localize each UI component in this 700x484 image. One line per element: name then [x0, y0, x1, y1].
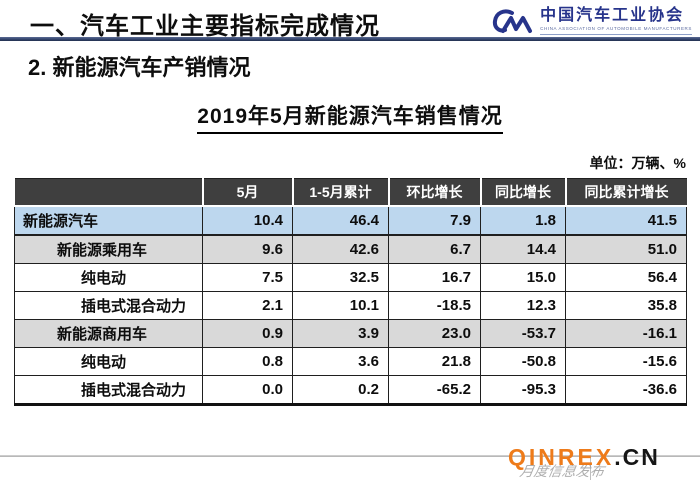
cell: 14.4 [480, 234, 566, 264]
cell: 32.5 [292, 263, 389, 292]
cell: -95.3 [480, 375, 566, 406]
cell: 0.8 [202, 347, 293, 376]
cell: 7.5 [202, 263, 293, 292]
nev-sales-table: 5月 1-5月累计 环比增长 同比增长 同比累计增长 新能源汽车 10.4 46… [14, 178, 687, 406]
caam-logo: 中国汽车工业协会 CHINA ASSOCIATION OF AUTOMOBILE… [492, 8, 692, 36]
cell: 1.8 [480, 205, 566, 236]
cell: 35.8 [565, 291, 687, 320]
cell: -53.7 [480, 319, 566, 348]
cell: 10.4 [202, 205, 293, 236]
table-title: 2019年5月新能源汽车销售情况 [197, 100, 503, 134]
table-row: 纯电动 7.5 32.5 16.7 15.0 56.4 [14, 263, 687, 292]
table-row: 纯电动 0.8 3.6 21.8 -50.8 -15.6 [14, 347, 687, 376]
cell: 6.7 [388, 234, 481, 264]
row-label: 插电式混合动力 [14, 375, 203, 406]
row-label: 纯电动 [14, 347, 203, 376]
cell: 15.0 [480, 263, 566, 292]
table-title-wrap: 2019年5月新能源汽车销售情况 [0, 100, 700, 134]
watermark-dark-text: .CN [614, 444, 660, 470]
table-row: 新能源汽车 10.4 46.4 7.9 1.8 41.5 [14, 205, 687, 236]
cell: 21.8 [388, 347, 481, 376]
table-row: 新能源商用车 0.9 3.9 23.0 -53.7 -16.1 [14, 319, 687, 348]
cell: 9.6 [202, 234, 293, 264]
row-label: 插电式混合动力 [14, 291, 203, 320]
cell: 42.6 [292, 234, 389, 264]
caam-cm-icon [493, 9, 533, 33]
qinrex-watermark: QINREX.CN [508, 444, 660, 471]
cell: 23.0 [388, 319, 481, 348]
cell: 41.5 [565, 205, 687, 236]
watermark-orange-text: QINREX [508, 444, 615, 470]
cell: 7.9 [388, 205, 481, 236]
col-header-mom-growth: 环比增长 [387, 178, 481, 207]
cell: -18.5 [388, 291, 481, 320]
cell: 10.1 [292, 291, 389, 320]
footer-tick [590, 456, 591, 480]
caam-name-en: CHINA ASSOCIATION OF AUTOMOBILE MANUFACT… [540, 26, 692, 35]
row-label: 新能源乘用车 [14, 234, 203, 264]
table-row: 插电式混合动力 2.1 10.1 -18.5 12.3 35.8 [14, 291, 687, 320]
cell: 3.9 [292, 319, 389, 348]
cell: 2.1 [202, 291, 293, 320]
col-header-blank [14, 178, 203, 207]
cell: -15.6 [565, 347, 687, 376]
footer-divider [0, 455, 700, 457]
row-label: 纯电动 [14, 263, 203, 292]
table-header-row: 5月 1-5月累计 环比增长 同比增长 同比累计增长 [14, 178, 687, 207]
col-header-cumulative: 1-5月累计 [291, 178, 389, 207]
cell: -16.1 [565, 319, 687, 348]
col-header-yoy-cumulative-growth: 同比累计增长 [564, 178, 687, 207]
cell: 46.4 [292, 205, 389, 236]
row-label: 新能源商用车 [14, 319, 203, 348]
col-header-may: 5月 [201, 178, 293, 207]
cell: 0.2 [292, 375, 389, 406]
cell: 0.9 [202, 319, 293, 348]
col-header-yoy-growth: 同比增长 [479, 178, 566, 207]
header-divider [0, 37, 700, 41]
caam-logo-text: 中国汽车工业协会 CHINA ASSOCIATION OF AUTOMOBILE… [540, 8, 692, 35]
section-title: 2. 新能源汽车产销情况 [28, 55, 251, 80]
cell: 12.3 [480, 291, 566, 320]
cell: 0.0 [202, 375, 293, 406]
cell: 56.4 [565, 263, 687, 292]
cell: 3.6 [292, 347, 389, 376]
cell: 16.7 [388, 263, 481, 292]
table-row: 新能源乘用车 9.6 42.6 6.7 14.4 51.0 [14, 234, 687, 264]
cell: -50.8 [480, 347, 566, 376]
cell: -36.6 [565, 375, 687, 406]
table-row: 插电式混合动力 0.0 0.2 -65.2 -95.3 -36.6 [14, 375, 687, 406]
row-label: 新能源汽车 [14, 205, 203, 236]
caam-name-cn: 中国汽车工业协会 [540, 7, 685, 24]
unit-note: 单位：万辆、% [589, 155, 686, 171]
cell: 51.0 [565, 234, 687, 264]
page-title: 一、汽车工业主要指标完成情况 [30, 13, 380, 40]
cell: -65.2 [388, 375, 481, 406]
